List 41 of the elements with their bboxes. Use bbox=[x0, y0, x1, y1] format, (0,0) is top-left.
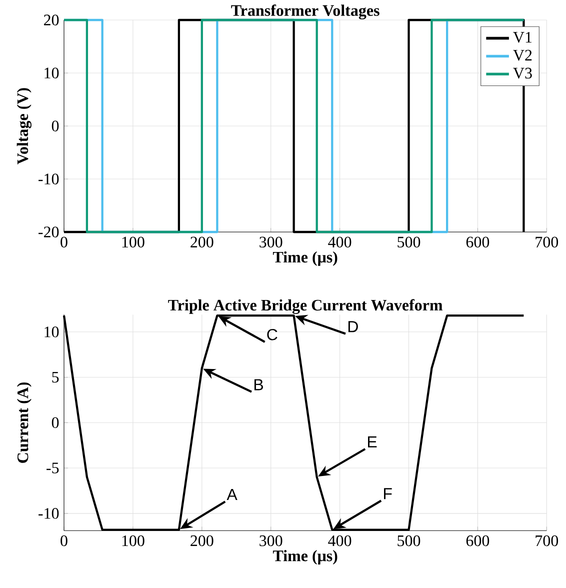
x-tick-label: 300 bbox=[260, 535, 282, 546]
chart-title: Transformer Voltages bbox=[231, 4, 380, 20]
chart-title: Triple Active Bridge Current Waveform bbox=[168, 299, 443, 314]
y-tick-label: 0 bbox=[52, 120, 59, 132]
annotation: D bbox=[348, 321, 358, 332]
x-tick-label: 400 bbox=[328, 535, 352, 546]
y-axis-title: Voltage (V) bbox=[16, 88, 32, 164]
legend-label: V3 bbox=[513, 68, 532, 79]
y-tick-label: -5 bbox=[46, 462, 59, 474]
annotation: C bbox=[267, 328, 278, 340]
annotation: B bbox=[254, 379, 263, 390]
legend-label: V2 bbox=[513, 50, 532, 61]
y-tick-label: -10 bbox=[38, 508, 59, 519]
x-axis-title: Time (μs) bbox=[272, 251, 338, 266]
x-tick-label: 700 bbox=[536, 236, 558, 248]
x-tick-label: 600 bbox=[466, 535, 490, 546]
y-tick-label: -10 bbox=[38, 174, 59, 184]
x-tick-label: 500 bbox=[398, 535, 420, 546]
x-tick-label: 0 bbox=[60, 236, 68, 248]
y-tick-label: -20 bbox=[38, 226, 59, 238]
x-tick-label: 400 bbox=[328, 236, 352, 248]
annotation: F bbox=[384, 488, 392, 500]
x-axis-title: Time (μs) bbox=[272, 550, 338, 565]
x-tick-label: 100 bbox=[122, 535, 144, 546]
x-tick-label: 200 bbox=[190, 236, 214, 248]
y-tick-label: 10 bbox=[44, 68, 59, 78]
y-tick-label: 5 bbox=[52, 372, 59, 383]
x-tick-label: 500 bbox=[398, 236, 420, 248]
x-tick-label: 0 bbox=[60, 535, 68, 546]
x-tick-label: 100 bbox=[122, 236, 144, 248]
x-tick-label: 300 bbox=[260, 236, 282, 248]
x-tick-label: 600 bbox=[466, 236, 490, 248]
y-tick-label: 20 bbox=[44, 14, 59, 26]
annotation: A bbox=[226, 489, 238, 500]
x-tick-label: 700 bbox=[536, 535, 558, 546]
x-tick-label: 200 bbox=[190, 535, 214, 546]
annotation: E bbox=[368, 436, 377, 448]
y-tick-label: 0 bbox=[52, 417, 59, 428]
legend-label: V1 bbox=[513, 32, 532, 43]
y-axis-title: Current (A) bbox=[16, 382, 32, 463]
y-tick-label: 10 bbox=[44, 326, 59, 338]
